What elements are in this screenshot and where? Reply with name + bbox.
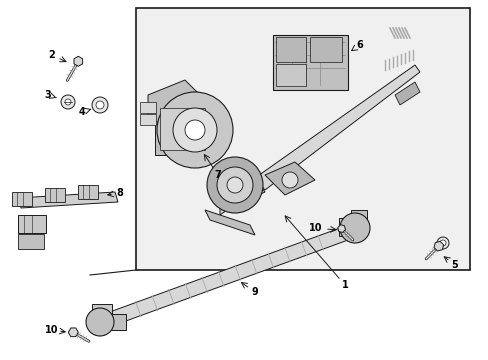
Text: 7: 7 <box>214 170 221 180</box>
Polygon shape <box>215 178 264 210</box>
Polygon shape <box>264 162 314 195</box>
Bar <box>78 185 98 199</box>
Bar <box>12 192 32 206</box>
Circle shape <box>86 308 114 336</box>
Bar <box>275 64 305 86</box>
Bar <box>272 35 347 90</box>
Bar <box>18 215 46 233</box>
Polygon shape <box>254 65 419 190</box>
Bar <box>140 102 156 113</box>
Circle shape <box>226 177 243 193</box>
Bar <box>18 234 44 249</box>
Text: 8: 8 <box>116 188 123 198</box>
Bar <box>338 218 358 236</box>
Circle shape <box>436 237 448 249</box>
Text: 10: 10 <box>308 223 321 233</box>
Polygon shape <box>204 210 254 235</box>
Circle shape <box>206 157 263 213</box>
Circle shape <box>217 167 252 203</box>
Polygon shape <box>220 70 414 215</box>
Text: 1: 1 <box>341 280 347 290</box>
Circle shape <box>184 120 204 140</box>
Circle shape <box>439 240 445 246</box>
Text: 6: 6 <box>356 40 363 50</box>
Text: 3: 3 <box>44 90 51 100</box>
Bar <box>136 8 469 270</box>
Bar <box>108 314 126 330</box>
Text: 10: 10 <box>45 325 59 335</box>
Bar <box>350 210 366 222</box>
Text: 4: 4 <box>79 107 85 117</box>
Circle shape <box>65 99 71 105</box>
Text: 5: 5 <box>451 260 457 270</box>
Bar <box>275 37 305 62</box>
Bar <box>160 108 204 150</box>
Circle shape <box>173 108 217 152</box>
Text: 2: 2 <box>48 50 55 60</box>
Polygon shape <box>98 224 357 329</box>
Bar <box>92 304 112 320</box>
Bar <box>45 188 65 202</box>
Text: 9: 9 <box>251 287 258 297</box>
Circle shape <box>157 92 232 168</box>
Circle shape <box>282 172 297 188</box>
Bar <box>155 105 209 155</box>
Circle shape <box>92 97 108 113</box>
Polygon shape <box>18 192 118 208</box>
Polygon shape <box>148 80 200 128</box>
Bar <box>309 37 341 62</box>
Circle shape <box>96 101 104 109</box>
Circle shape <box>61 95 75 109</box>
Polygon shape <box>394 82 419 105</box>
Bar <box>140 114 156 125</box>
Circle shape <box>339 213 369 243</box>
